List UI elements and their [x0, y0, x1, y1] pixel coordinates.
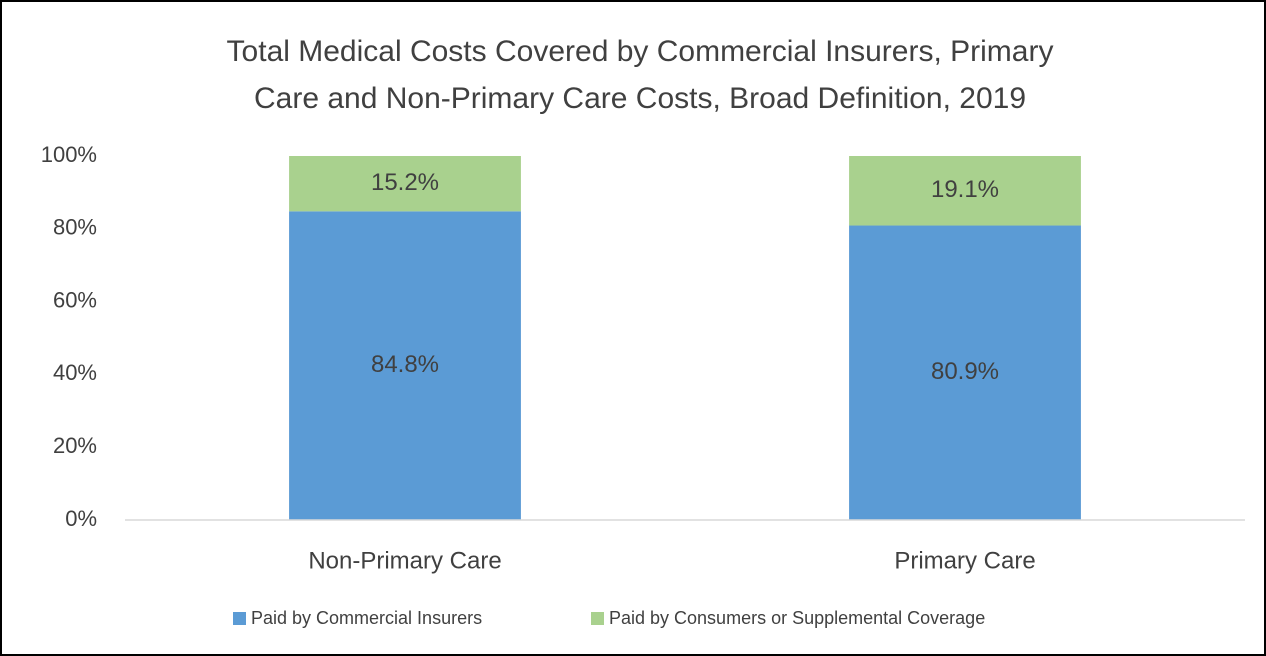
- y-tick-label: 80%: [53, 215, 97, 240]
- legend-swatch: [591, 612, 604, 625]
- bar-segment: [289, 156, 521, 212]
- data-label: 84.8%: [371, 351, 439, 378]
- bar-segment: [849, 156, 1081, 226]
- data-label: 19.1%: [931, 176, 999, 203]
- x-tick-label: Primary Care: [894, 547, 1035, 574]
- y-tick-label: 20%: [53, 433, 97, 458]
- bar-segment: [289, 211, 521, 520]
- y-tick-label: 40%: [53, 360, 97, 385]
- chart-title: Total Medical Costs Covered by Commercia…: [227, 35, 1054, 68]
- y-tick-label: 60%: [53, 287, 97, 312]
- x-tick-label: Non-Primary Care: [308, 547, 501, 574]
- y-tick-label: 100%: [41, 142, 97, 167]
- chart-title: Care and Non-Primary Care Costs, Broad D…: [254, 82, 1026, 115]
- y-tick-label: 0%: [65, 506, 97, 531]
- data-label: 15.2%: [371, 169, 439, 196]
- legend-swatch: [233, 612, 246, 625]
- legend-label: Paid by Commercial Insurers: [251, 608, 482, 628]
- data-label: 80.9%: [931, 358, 999, 385]
- bar-segment: [849, 225, 1081, 521]
- legend-label: Paid by Consumers or Supplemental Covera…: [609, 608, 985, 628]
